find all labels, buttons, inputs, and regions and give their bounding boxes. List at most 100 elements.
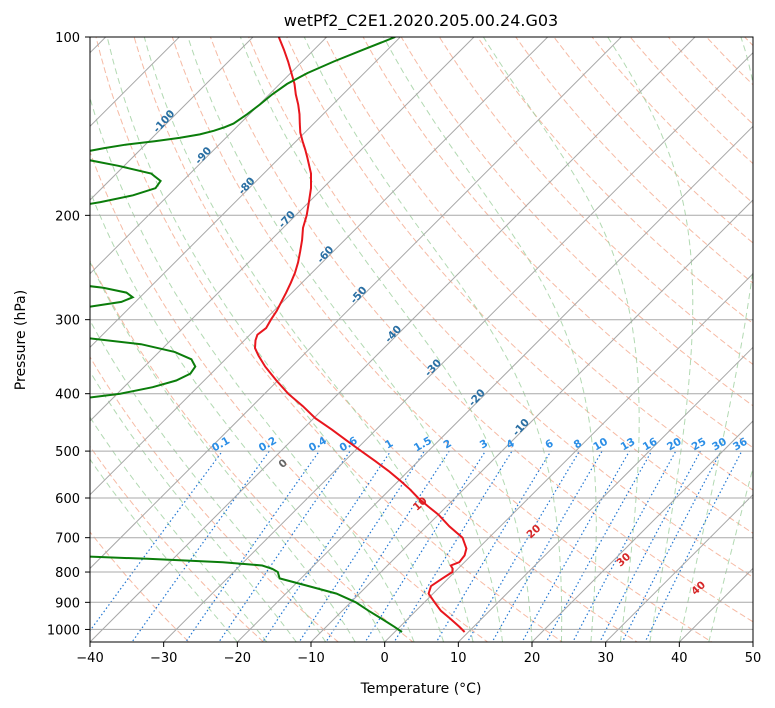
x-tick-label: −30	[150, 651, 177, 666]
dry-adiabat-label: -70	[276, 209, 298, 231]
isotherm-line	[531, 420, 753, 642]
dry-adiabat-line	[667, 37, 753, 125]
dry-adiabat-line	[515, 37, 753, 284]
mixing-ratio-label: 6	[543, 437, 555, 451]
y-tick-label: 300	[55, 314, 80, 329]
dry-adiabat-line	[705, 37, 753, 86]
dry-adiabat-line	[400, 37, 753, 407]
y-tick-label: 900	[55, 596, 80, 611]
moist-adiabat-label: 30	[614, 551, 633, 570]
dry-adiabat-line	[90, 259, 414, 642]
x-tick-label: 50	[745, 651, 762, 666]
isotherm-line	[383, 272, 753, 642]
isotherm-line	[90, 37, 696, 642]
isotherm-line	[678, 567, 753, 642]
dry-adiabat-line	[759, 12, 775, 654]
dry-adiabat-label: -30	[422, 357, 444, 379]
isotherm-line	[90, 37, 254, 201]
dry-adiabat-line	[95, 37, 564, 642]
x-axis-label: Temperature (°C)	[360, 681, 482, 697]
grid-lines	[90, 37, 753, 642]
moist-adiabat-line	[303, 37, 563, 642]
dry-adiabat-line	[362, 37, 753, 449]
contour-labels: 0.1 0.2 0.4 0.6 1 1.5 2 3 4 6 8 10 13 16 20 25 30 36-100-…	[151, 108, 750, 598]
plot-frame	[89, 36, 754, 643]
dry-adiabat-label: -60	[315, 244, 337, 266]
isotherm-line	[310, 199, 753, 642]
moist-adiabat-line	[90, 416, 268, 642]
moist-adiabat-line	[90, 458, 238, 642]
y-tick-label: 100	[55, 31, 80, 46]
dry-adiabat-line	[248, 37, 753, 578]
dry-adiabat-line	[90, 356, 340, 642]
chart-title: wetPf2_C2E1.2020.205.00.24.G03	[284, 11, 558, 31]
isotherm-line	[752, 641, 753, 642]
y-axis-label: Pressure (hPa)	[13, 290, 29, 390]
moist-adiabat-line	[607, 37, 694, 642]
y-tick-label: 400	[55, 388, 80, 403]
y-tick-label: 1000	[47, 623, 80, 638]
isotherm-line	[604, 493, 753, 642]
x-tick-label: −20	[224, 651, 251, 666]
dry-adiabat-label: -80	[236, 175, 258, 197]
x-tick-label: −10	[297, 651, 324, 666]
dry-adiabat-line	[133, 37, 638, 642]
dry-adiabat-label: -20	[466, 387, 488, 409]
mixing-ratio-line	[545, 450, 653, 642]
moist-adiabat-line	[90, 370, 297, 642]
y-tick-label: 700	[55, 532, 80, 547]
isotherm-line	[90, 37, 181, 128]
moist-adiabat-line	[678, 37, 753, 642]
moist-adiabat-label: 0	[276, 457, 289, 471]
isotherm-line	[457, 346, 753, 642]
dry-adiabat-label: -50	[348, 284, 370, 306]
moist-adiabat-line	[383, 37, 597, 642]
mixing-ratio-line	[466, 450, 580, 642]
moist-adiabat-line	[106, 37, 445, 642]
moist-adiabat-line	[90, 319, 327, 642]
moist-adiabat-line	[708, 466, 753, 642]
dry-adiabats	[90, 12, 775, 654]
moist-adiabat-line	[90, 189, 386, 642]
dry-adiabat-label: -40	[383, 323, 405, 345]
dry-adiabat-label: -100	[151, 108, 178, 136]
mixing-ratio-line	[131, 450, 270, 642]
mixing-ratio-label: 1	[383, 437, 395, 451]
moist-adiabat-line	[143, 37, 474, 642]
dry-adiabat-line	[629, 37, 753, 165]
isotherm-line	[90, 37, 328, 275]
dewpoint-profile	[90, 37, 403, 633]
x-axis: −40 −30 −20 −10 0 10 20 30 40 50	[76, 642, 761, 666]
x-tick-label: 0	[381, 651, 389, 666]
sounding-series	[90, 37, 468, 633]
isotherm-line	[236, 125, 753, 642]
dry-adiabat-line	[209, 37, 753, 623]
dry-adiabat-line	[286, 37, 753, 534]
mixing-ratio-line	[262, 450, 392, 642]
moist-adiabat-line	[90, 260, 356, 642]
mixing-ratio-line	[435, 450, 552, 642]
dry-adiabat-line	[438, 37, 753, 366]
dry-adiabat-line	[743, 37, 753, 47]
dry-adiabat-line	[324, 37, 753, 491]
x-tick-label: 30	[597, 651, 614, 666]
mixing-ratio-line	[644, 450, 743, 642]
moist-adiabat-line	[482, 37, 640, 642]
dry-adiabat-label: -90	[193, 145, 215, 167]
dry-adiabat-line	[591, 37, 753, 204]
dry-adiabat-line	[90, 531, 190, 642]
mixing-ratio-label: 2	[442, 437, 454, 451]
isotherm-line	[90, 37, 402, 349]
temperature-profile	[253, 37, 468, 633]
moist-adiabat-line	[239, 37, 533, 642]
isotherm-line	[90, 37, 623, 570]
y-axis: 100 200 300 400 500 600 700 800 900 1000	[47, 31, 90, 638]
y-tick-label: 500	[55, 445, 80, 460]
mixing-ratio-line	[325, 450, 450, 642]
mixing-ratio-line	[90, 450, 223, 632]
y-tick-label: 200	[55, 209, 80, 224]
isotherm-line	[90, 37, 475, 422]
x-tick-label: −40	[76, 651, 103, 666]
y-tick-label: 600	[55, 492, 80, 507]
